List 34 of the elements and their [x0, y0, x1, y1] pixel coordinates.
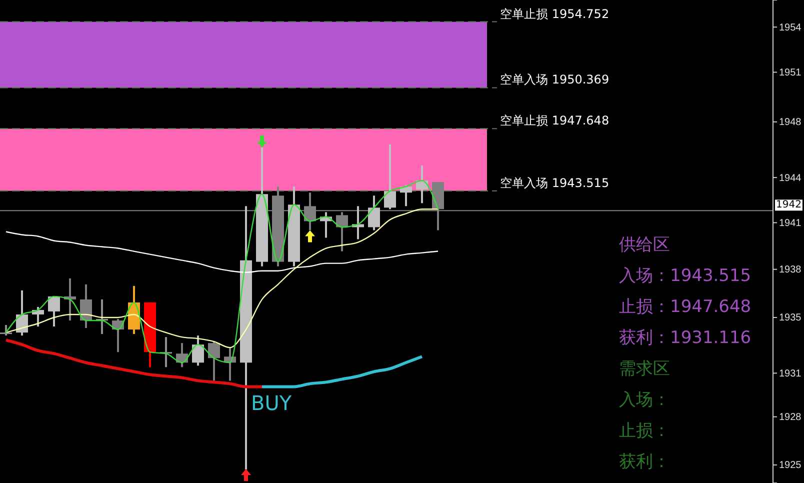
text: 止损：: [619, 421, 670, 441]
text: 入场：1943.515: [619, 266, 752, 286]
y-tick-label: 1925: [779, 460, 802, 472]
candlestick: [48, 295, 60, 328]
ref-line-label: 空单止损 1947.648: [500, 114, 610, 128]
line-series: [260, 355, 424, 388]
text: 入场：: [619, 390, 670, 410]
annotation: BUY: [251, 391, 292, 415]
text: 获利：: [619, 452, 670, 472]
candlestick: [80, 283, 92, 330]
y-tick-label: 1938: [779, 264, 802, 276]
text: 供给区: [619, 235, 670, 255]
y-tick-label: 1948: [779, 117, 802, 128]
y-tick-label: 1944: [779, 172, 802, 184]
ref-line-label: 1942: [776, 200, 802, 211]
ref-line-label: 空单入场 1950.369: [500, 72, 610, 87]
candlestick: [368, 194, 380, 232]
candlestick: [384, 143, 396, 210]
line-series: [4, 338, 264, 388]
y-tick-label: 1941: [779, 218, 802, 229]
ref-line-label: 空单入场 1943.515: [500, 176, 610, 190]
text: 止损：1947.648: [619, 297, 752, 317]
y-tick-label: 1928: [779, 412, 802, 423]
line-series: [5, 231, 439, 273]
y-tick-label: 1954: [779, 22, 802, 34]
text: 获利：1931.116: [619, 328, 752, 348]
candlestick: [0, 324, 12, 337]
candlestick: [192, 334, 204, 367]
candlestick: [208, 340, 220, 382]
y-tick-label: 1931: [779, 368, 802, 380]
ref-line-label: 空单止损 1954.752: [500, 6, 610, 21]
y-tick-label: 1951: [779, 67, 802, 78]
text: 需求区: [619, 359, 670, 379]
y-tick-label: 1935: [779, 312, 802, 324]
